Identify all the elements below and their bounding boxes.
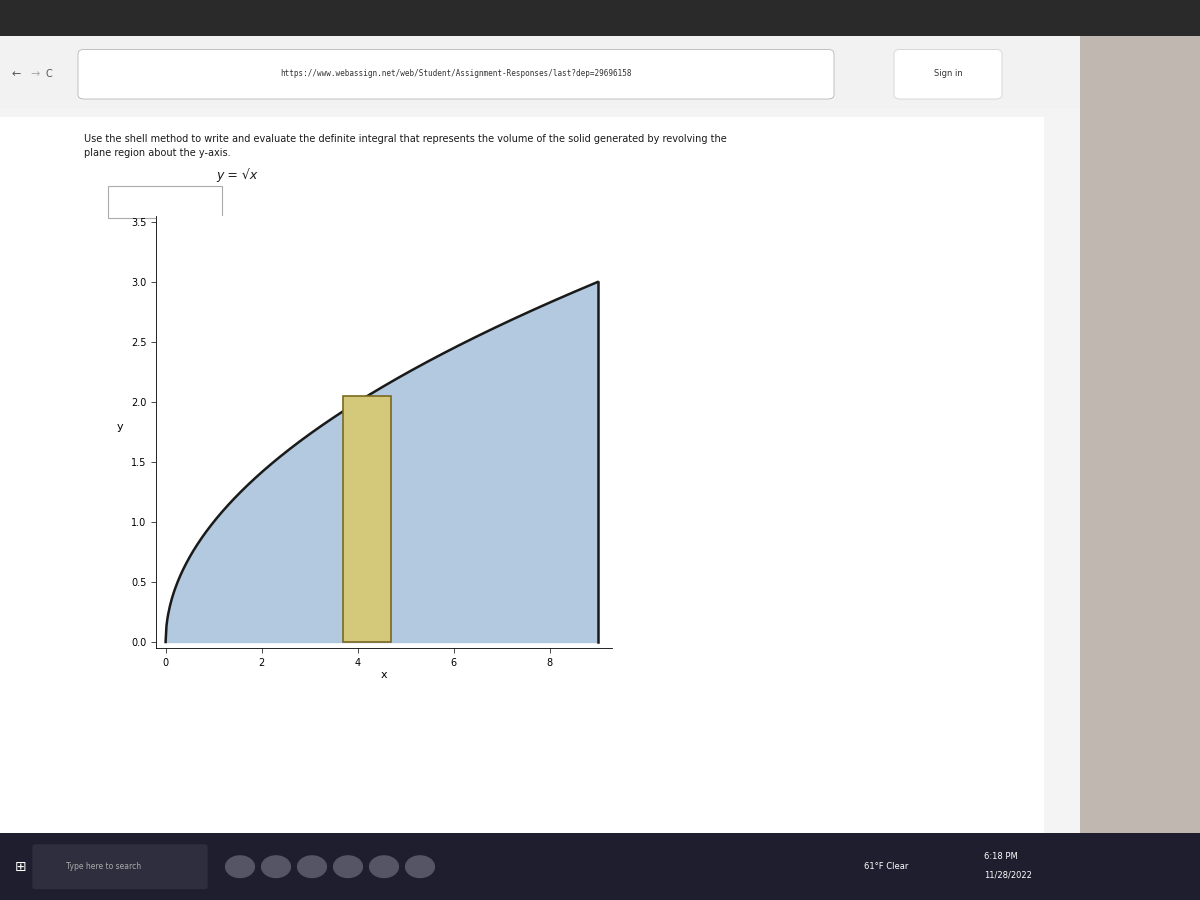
FancyBboxPatch shape xyxy=(894,50,1002,99)
Text: 61°F Clear: 61°F Clear xyxy=(864,862,908,871)
Text: Use the shell method to write and evaluate the definite integral that represents: Use the shell method to write and evalua… xyxy=(84,134,727,145)
Circle shape xyxy=(298,856,326,878)
Bar xyxy=(0,36,1080,837)
Circle shape xyxy=(262,856,290,878)
Text: https://www.webassign.net/web/Student/Assignment-Responses/last?dep=29696158: https://www.webassign.net/web/Student/As… xyxy=(281,69,631,78)
Text: →: → xyxy=(30,68,40,79)
Text: C: C xyxy=(46,68,53,79)
Text: 11/28/2022: 11/28/2022 xyxy=(984,870,1032,879)
Text: ⊞: ⊞ xyxy=(14,860,26,874)
FancyBboxPatch shape xyxy=(78,50,834,99)
Bar xyxy=(108,186,222,218)
X-axis label: x: x xyxy=(380,670,388,680)
Bar xyxy=(343,396,391,642)
Bar xyxy=(1080,36,1200,837)
Text: plane region about the y-axis.: plane region about the y-axis. xyxy=(84,148,230,158)
FancyBboxPatch shape xyxy=(32,844,208,889)
Bar xyxy=(0,36,1080,108)
Text: y = √x: y = √x xyxy=(216,168,257,183)
Circle shape xyxy=(334,856,362,878)
Bar xyxy=(0,832,1200,900)
Text: Type here to search: Type here to search xyxy=(66,862,142,871)
Bar xyxy=(0,117,1044,837)
Text: 6:18 PM: 6:18 PM xyxy=(984,852,1018,861)
Circle shape xyxy=(226,856,254,878)
Text: Sign in: Sign in xyxy=(934,69,962,78)
Circle shape xyxy=(370,856,398,878)
Bar xyxy=(0,108,1080,837)
Y-axis label: y: y xyxy=(116,422,122,432)
FancyBboxPatch shape xyxy=(0,0,1200,846)
Text: ←: ← xyxy=(12,68,22,79)
Circle shape xyxy=(406,856,434,878)
